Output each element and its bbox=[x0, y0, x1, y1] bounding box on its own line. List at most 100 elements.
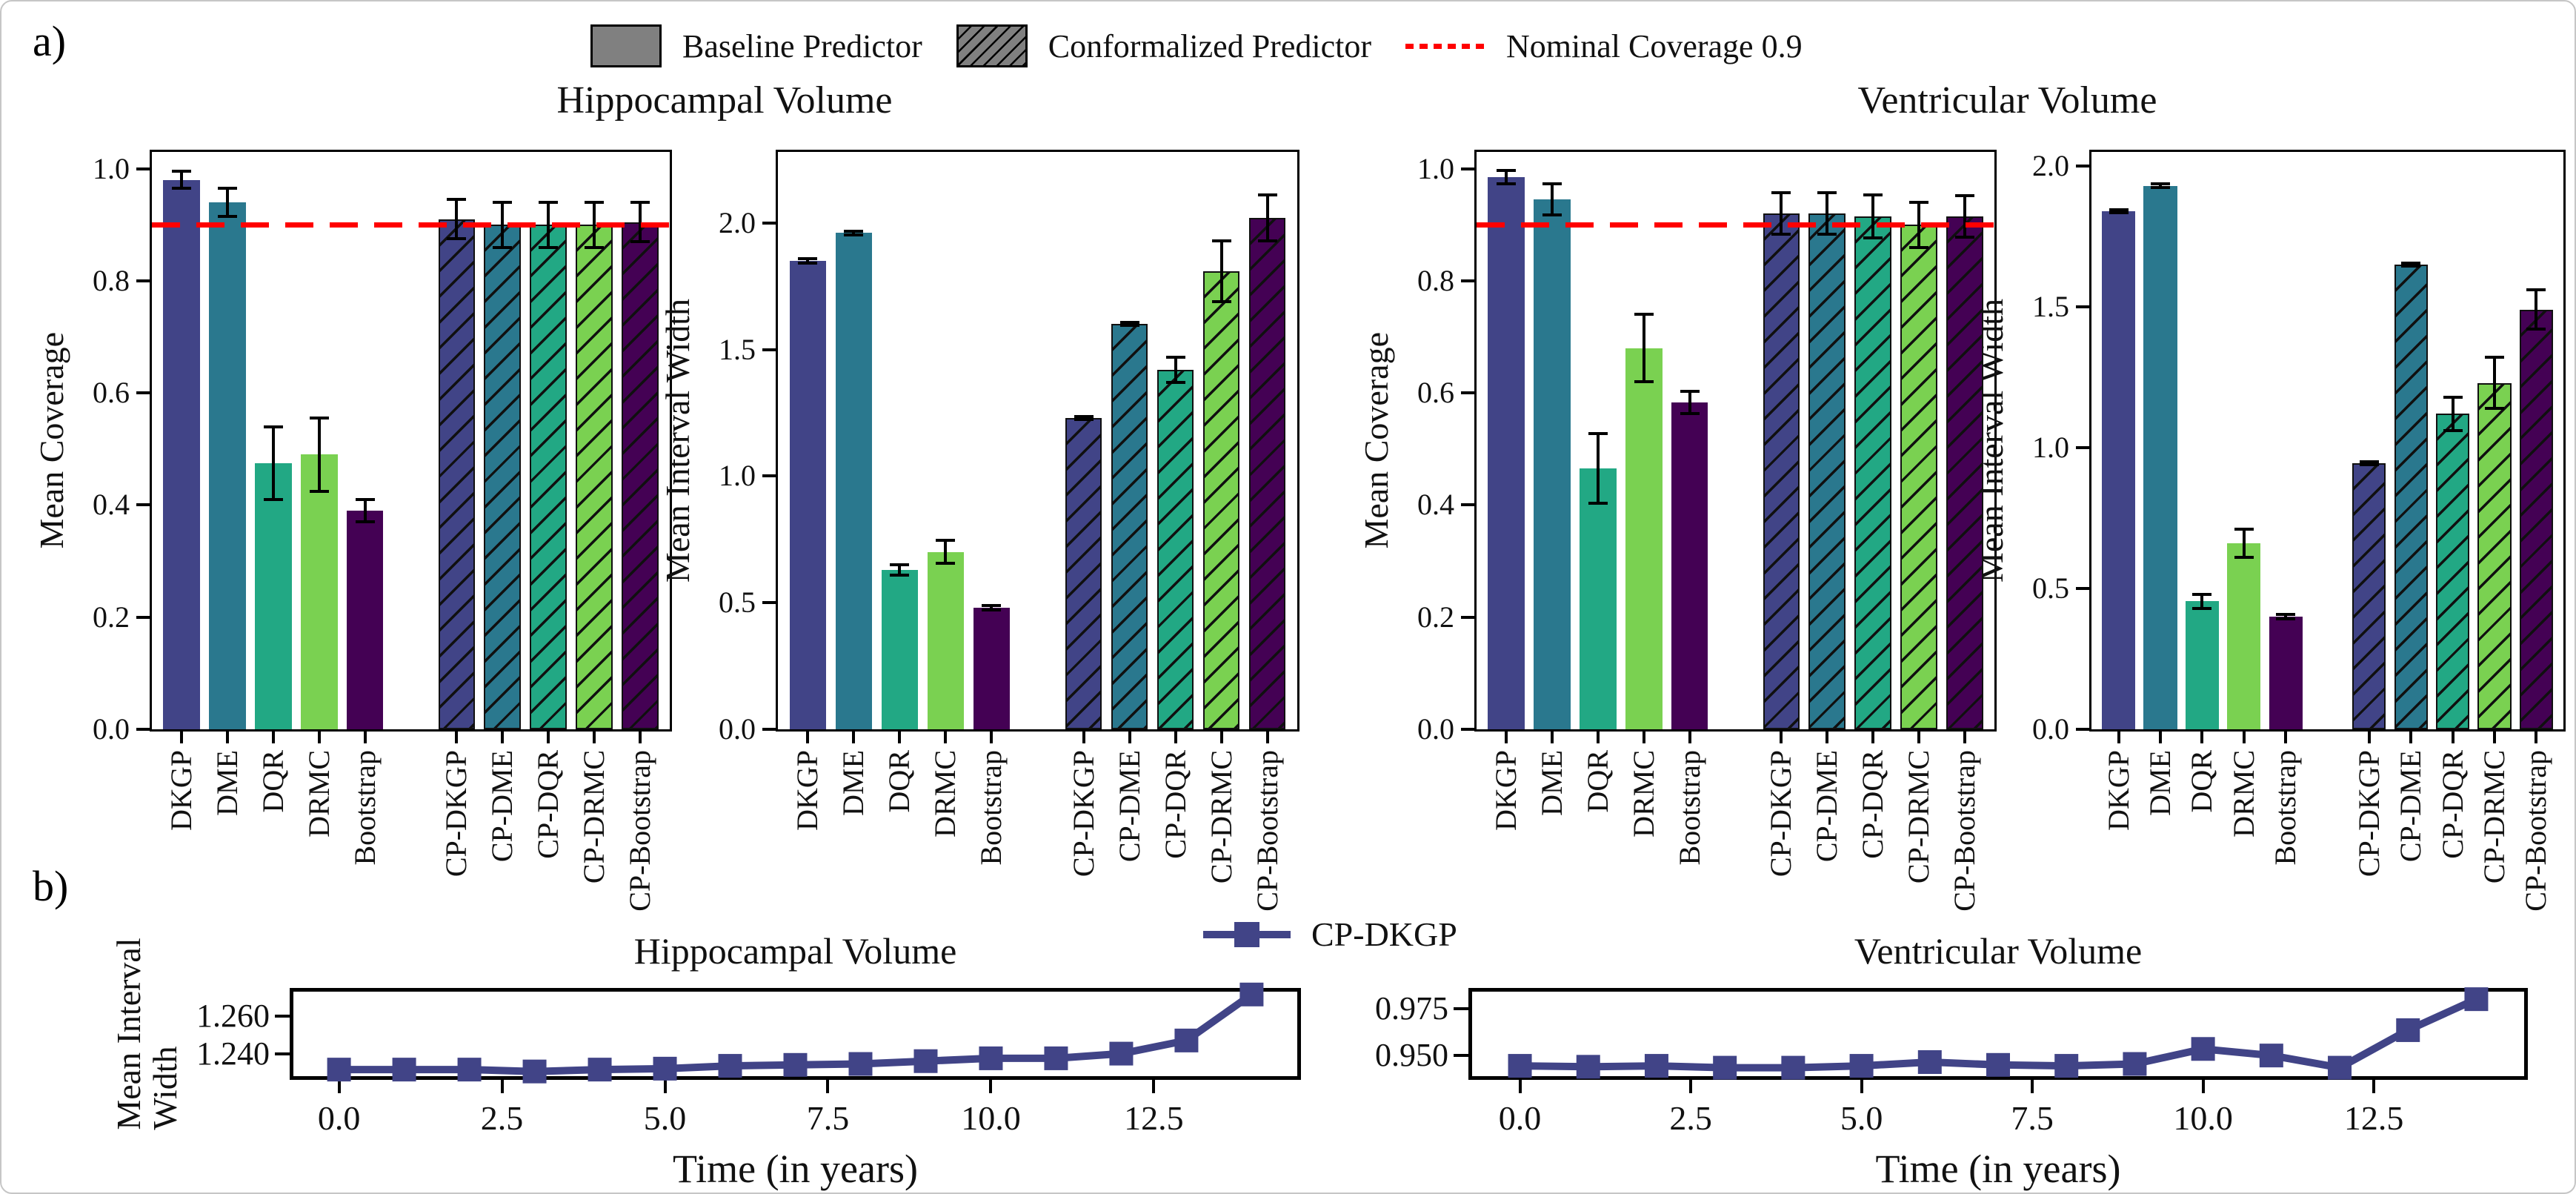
error-bar-line bbox=[638, 202, 642, 242]
cp-dkgp-line-marker-icon bbox=[1203, 921, 1291, 949]
error-bar bbox=[2443, 395, 2463, 433]
error-bar-cap bbox=[1863, 193, 1883, 197]
error-bar-cap bbox=[172, 170, 192, 173]
error-bar-cap bbox=[1211, 239, 1231, 242]
error-bar-cap bbox=[1257, 193, 1277, 197]
data-point-marker bbox=[2054, 1054, 2079, 1078]
data-point-marker bbox=[1644, 1054, 1668, 1078]
bar-dme bbox=[209, 202, 246, 729]
data-point-marker bbox=[2396, 1018, 2420, 1042]
error-bar-cap bbox=[890, 563, 910, 566]
y-tick-label: 0.0 bbox=[719, 712, 756, 746]
x-tick-mark bbox=[806, 732, 810, 743]
error-bar-cap bbox=[493, 201, 513, 205]
x-tick-label: CP-DRMC bbox=[576, 750, 610, 884]
y-tick-label: 0.0 bbox=[93, 712, 130, 746]
x-tick-label: DME bbox=[2143, 750, 2177, 816]
error-bar-cap bbox=[798, 261, 818, 265]
y-tick-mark bbox=[136, 279, 150, 282]
y-tick-label: 1.260 bbox=[196, 997, 270, 1034]
bar-cp-dkgp bbox=[1065, 417, 1102, 729]
x-tick-label: CP-DME bbox=[485, 750, 519, 863]
error-bar-line bbox=[2367, 461, 2371, 465]
panel-a-title-hippocampal: Hippocampal Volume bbox=[556, 79, 893, 122]
error-bar-line bbox=[180, 171, 184, 189]
bar-chart-hippocampal-mean-coverage: Mean Coverage DKGP DME DQR DRMC Bootstrap CP-… bbox=[33, 150, 672, 912]
data-point-marker bbox=[1109, 1041, 1134, 1066]
x-tick-label: CP-DQR bbox=[531, 750, 565, 859]
series-cp-dkgp bbox=[327, 982, 1264, 1084]
error-bar-cap bbox=[2401, 265, 2421, 268]
bar-dqr bbox=[881, 569, 919, 729]
error-bar-cap bbox=[982, 608, 1002, 612]
error-bar bbox=[798, 257, 818, 265]
data-point-marker bbox=[1239, 982, 1264, 1006]
y-tick-mark bbox=[1461, 728, 1474, 731]
x-tick-label: DKGP bbox=[1489, 750, 1523, 831]
x-tick-label: CP-DME bbox=[1112, 750, 1146, 863]
error-bar-cap bbox=[218, 187, 238, 190]
figure-legend: Baseline Predictor Conformalized Predict… bbox=[590, 21, 1803, 71]
error-bar-cap bbox=[309, 489, 329, 493]
bar-cp-dme bbox=[1111, 324, 1148, 729]
bar-cp-dqr bbox=[530, 225, 567, 729]
conformalized-swatch-icon bbox=[956, 24, 1028, 67]
x-tick-label: DKGP bbox=[164, 750, 199, 831]
bar-bootstrap bbox=[346, 511, 384, 729]
x-tick-mark bbox=[1596, 732, 1600, 743]
x-tick-label: CP-DRMC bbox=[2477, 750, 2511, 884]
y-tick-mark bbox=[136, 167, 150, 170]
y-tick-mark bbox=[1461, 167, 1474, 170]
error-bar-cap bbox=[844, 229, 864, 233]
x-tick-mark bbox=[1917, 732, 1920, 743]
panel-a-title-ventricular: Ventricular Volume bbox=[1857, 79, 2157, 122]
x-tick-mark bbox=[1551, 732, 1554, 743]
error-bar-cap bbox=[1680, 412, 1700, 416]
x-tick-mark bbox=[1688, 732, 1691, 743]
x-tick-label: CP-DME bbox=[1810, 750, 1844, 863]
x-tick-label: CP-Bootstrap bbox=[2519, 750, 2553, 912]
error-bar-cap bbox=[1074, 414, 1094, 418]
chart-title: Ventricular Volume bbox=[1854, 930, 2143, 972]
x-tick-mark bbox=[2201, 1080, 2205, 1093]
x-tick-label: CP-DME bbox=[2394, 750, 2428, 863]
error-bar-line bbox=[2117, 209, 2120, 213]
error-bar bbox=[263, 425, 283, 501]
x-tick-mark bbox=[2372, 1080, 2376, 1093]
y-tick-mark bbox=[762, 221, 776, 225]
bar-dqr bbox=[1580, 468, 1617, 729]
y-tick-mark bbox=[1454, 1006, 1468, 1010]
error-bar-cap bbox=[1863, 236, 1883, 239]
x-tick-label: 12.5 bbox=[2343, 1099, 2404, 1137]
y-tick-label: 0.6 bbox=[1417, 376, 1454, 410]
x-tick-label: 5.0 bbox=[1840, 1099, 1883, 1137]
error-bar-line bbox=[1265, 195, 1269, 241]
x-tick-label: 7.5 bbox=[2011, 1099, 2054, 1137]
data-point-marker bbox=[1781, 1055, 1805, 1080]
error-bar bbox=[1680, 389, 1700, 416]
error-bar-cap bbox=[1634, 380, 1654, 384]
error-bar bbox=[355, 497, 375, 524]
bar-cp-dme bbox=[2394, 265, 2428, 729]
error-bar-line bbox=[1688, 391, 1691, 414]
error-bar-cap bbox=[1634, 313, 1654, 316]
error-bar-cap bbox=[2359, 460, 2379, 463]
y-axis-title-text: Width bbox=[146, 1046, 184, 1130]
bar-dme bbox=[835, 233, 873, 729]
x-tick-label: DKGP bbox=[2101, 750, 2135, 831]
error-bar-cap bbox=[1771, 191, 1791, 195]
data-point-marker bbox=[1044, 1046, 1068, 1070]
x-tick-label: CP-DRMC bbox=[1901, 750, 1935, 884]
error-bar-cap bbox=[630, 240, 650, 243]
y-tick-mark bbox=[2076, 446, 2089, 449]
data-point-marker bbox=[1917, 1050, 1942, 1074]
x-tick-mark bbox=[898, 732, 902, 743]
error-bar bbox=[1257, 193, 1277, 242]
bar-cp-drmc bbox=[1202, 271, 1240, 729]
x-tick-mark bbox=[1826, 732, 1829, 743]
x-tick-mark bbox=[1963, 732, 1966, 743]
x-tick-label: 12.5 bbox=[1124, 1099, 1184, 1137]
error-bar-line bbox=[1082, 416, 1085, 419]
error-bar-cap bbox=[447, 198, 467, 202]
error-bar-cap bbox=[218, 214, 238, 218]
